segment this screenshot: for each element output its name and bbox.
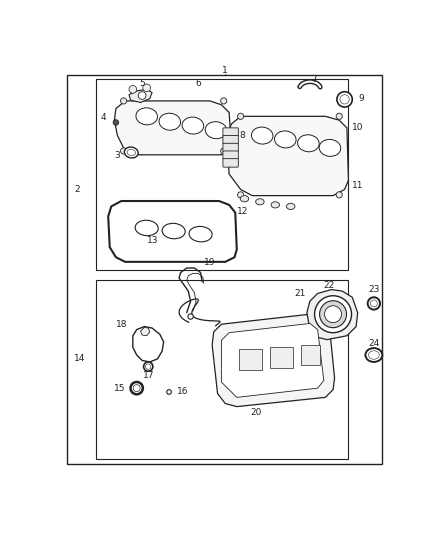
Ellipse shape [205, 122, 227, 139]
FancyBboxPatch shape [223, 159, 238, 167]
Ellipse shape [256, 199, 264, 205]
Ellipse shape [221, 148, 227, 154]
Ellipse shape [298, 135, 319, 152]
Bar [239, 349, 262, 370]
Ellipse shape [237, 113, 244, 119]
Ellipse shape [144, 362, 153, 371]
Polygon shape [141, 327, 150, 336]
Text: 8: 8 [239, 131, 245, 140]
Bar [270, 346, 293, 368]
Text: 14: 14 [74, 354, 86, 364]
FancyBboxPatch shape [223, 128, 238, 136]
Ellipse shape [367, 297, 380, 310]
Polygon shape [114, 101, 231, 155]
Ellipse shape [251, 127, 273, 144]
Text: 6: 6 [195, 79, 201, 88]
Ellipse shape [143, 84, 151, 92]
Ellipse shape [320, 301, 346, 328]
Ellipse shape [135, 220, 158, 236]
Polygon shape [221, 324, 324, 398]
Polygon shape [307, 289, 358, 340]
Ellipse shape [167, 390, 171, 394]
Text: 2: 2 [74, 185, 80, 194]
FancyBboxPatch shape [223, 143, 238, 152]
FancyBboxPatch shape [223, 151, 238, 159]
Text: 13: 13 [147, 236, 158, 245]
Ellipse shape [325, 306, 342, 322]
Bar [96, 280, 349, 459]
Ellipse shape [162, 223, 185, 239]
Ellipse shape [189, 227, 212, 242]
Bar [301, 345, 320, 365]
Text: 20: 20 [251, 408, 262, 417]
Ellipse shape [221, 98, 227, 104]
Ellipse shape [145, 364, 151, 369]
Ellipse shape [275, 131, 296, 148]
Ellipse shape [340, 95, 349, 104]
Ellipse shape [127, 149, 135, 156]
Ellipse shape [113, 120, 119, 125]
Text: 21: 21 [295, 289, 306, 298]
Text: 23: 23 [368, 285, 380, 294]
Bar [96, 79, 349, 270]
Text: 17: 17 [142, 372, 154, 381]
Text: 5: 5 [139, 79, 145, 88]
Ellipse shape [314, 296, 352, 333]
Text: 12: 12 [237, 206, 248, 215]
Ellipse shape [188, 314, 193, 319]
Polygon shape [227, 116, 349, 196]
Ellipse shape [368, 351, 379, 359]
Ellipse shape [336, 113, 342, 119]
Ellipse shape [336, 192, 342, 198]
Text: 11: 11 [352, 181, 364, 190]
Text: 7: 7 [311, 75, 317, 84]
Ellipse shape [371, 300, 377, 307]
Text: 19: 19 [204, 258, 215, 267]
Text: 24: 24 [368, 339, 379, 348]
Ellipse shape [182, 117, 204, 134]
Text: 10: 10 [352, 123, 364, 132]
Polygon shape [212, 314, 335, 407]
Ellipse shape [124, 147, 138, 158]
Ellipse shape [120, 98, 127, 104]
Ellipse shape [286, 203, 295, 209]
Text: 4: 4 [100, 114, 106, 123]
Ellipse shape [271, 202, 279, 208]
Ellipse shape [136, 108, 158, 125]
Polygon shape [133, 327, 164, 362]
Text: 22: 22 [324, 281, 335, 290]
Text: 9: 9 [358, 94, 364, 103]
Text: 1: 1 [223, 67, 228, 75]
Text: 15: 15 [113, 384, 125, 393]
Text: 3: 3 [114, 151, 120, 160]
Polygon shape [129, 90, 152, 102]
Ellipse shape [133, 385, 140, 392]
Ellipse shape [159, 113, 180, 130]
Ellipse shape [120, 148, 127, 154]
Text: 16: 16 [177, 387, 188, 397]
Polygon shape [108, 201, 237, 262]
Ellipse shape [240, 196, 249, 202]
Ellipse shape [131, 382, 143, 394]
Ellipse shape [129, 85, 137, 93]
Ellipse shape [237, 192, 244, 198]
Ellipse shape [138, 92, 146, 99]
Ellipse shape [365, 348, 382, 362]
Text: 18: 18 [116, 320, 127, 329]
FancyBboxPatch shape [223, 135, 238, 144]
Ellipse shape [337, 92, 352, 107]
Ellipse shape [319, 140, 341, 156]
